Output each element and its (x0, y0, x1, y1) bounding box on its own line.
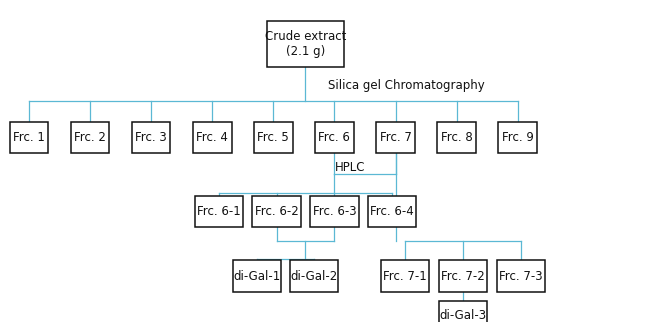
Text: Frc. 2: Frc. 2 (74, 131, 106, 144)
Text: Frc. 6: Frc. 6 (319, 131, 350, 144)
FancyBboxPatch shape (254, 122, 293, 153)
FancyBboxPatch shape (195, 196, 243, 227)
Text: Frc. 4: Frc. 4 (196, 131, 228, 144)
FancyBboxPatch shape (497, 260, 545, 292)
FancyBboxPatch shape (310, 196, 359, 227)
FancyBboxPatch shape (290, 260, 338, 292)
Text: Frc. 5: Frc. 5 (258, 131, 289, 144)
Text: HPLC: HPLC (335, 161, 365, 174)
FancyBboxPatch shape (368, 196, 417, 227)
Text: Frc. 1: Frc. 1 (13, 131, 45, 144)
FancyBboxPatch shape (193, 122, 232, 153)
Text: Frc. 6-3: Frc. 6-3 (313, 205, 356, 218)
Text: Frc. 6-1: Frc. 6-1 (197, 205, 241, 218)
Text: Frc. 6-4: Frc. 6-4 (371, 205, 414, 218)
Text: Crude extract
(2.1 g): Crude extract (2.1 g) (265, 30, 346, 58)
Text: Frc. 7: Frc. 7 (380, 131, 411, 144)
Text: Frc. 3: Frc. 3 (135, 131, 167, 144)
FancyBboxPatch shape (267, 21, 344, 67)
Text: Frc. 8: Frc. 8 (441, 131, 472, 144)
Text: di-Gal-3: di-Gal-3 (440, 309, 487, 322)
FancyBboxPatch shape (315, 122, 354, 153)
Text: Frc. 9: Frc. 9 (502, 131, 533, 144)
FancyBboxPatch shape (253, 196, 300, 227)
Text: Frc. 7-3: Frc. 7-3 (499, 270, 543, 283)
FancyBboxPatch shape (438, 122, 476, 153)
FancyBboxPatch shape (71, 122, 110, 153)
Text: di-Gal-2: di-Gal-2 (290, 270, 337, 283)
Text: Frc. 6-2: Frc. 6-2 (255, 205, 298, 218)
FancyBboxPatch shape (499, 122, 537, 153)
FancyBboxPatch shape (132, 122, 171, 153)
Text: Frc. 7-1: Frc. 7-1 (383, 270, 427, 283)
Text: Silica gel Chromatography: Silica gel Chromatography (328, 79, 485, 92)
FancyBboxPatch shape (10, 122, 49, 153)
Text: di-Gal-1: di-Gal-1 (234, 270, 281, 283)
FancyBboxPatch shape (381, 260, 429, 292)
FancyBboxPatch shape (233, 260, 281, 292)
FancyBboxPatch shape (376, 122, 415, 153)
Text: Frc. 7-2: Frc. 7-2 (441, 270, 485, 283)
FancyBboxPatch shape (439, 301, 487, 322)
FancyBboxPatch shape (439, 260, 487, 292)
